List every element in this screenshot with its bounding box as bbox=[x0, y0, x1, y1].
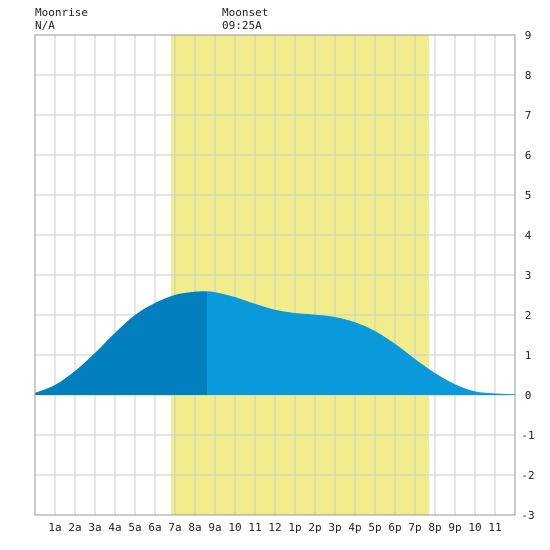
x-tick-label: 12 bbox=[268, 521, 281, 534]
x-tick-label: 4a bbox=[108, 521, 121, 534]
y-tick-label: -3 bbox=[521, 509, 534, 522]
y-tick-label: 9 bbox=[525, 29, 532, 42]
y-tick-label: 8 bbox=[525, 69, 532, 82]
x-tick-label: 6a bbox=[148, 521, 161, 534]
x-tick-label: 1a bbox=[48, 521, 61, 534]
x-tick-label: 5a bbox=[128, 521, 141, 534]
x-tick-label: 1p bbox=[288, 521, 301, 534]
x-tick-label: 3a bbox=[88, 521, 101, 534]
x-tick-label: 7p bbox=[408, 521, 421, 534]
x-tick-label: 9p bbox=[448, 521, 461, 534]
moonrise-value: N/A bbox=[35, 19, 55, 32]
y-tick-label: 5 bbox=[525, 189, 532, 202]
moonset-value: 09:25A bbox=[222, 19, 262, 32]
y-tick-label: 4 bbox=[525, 229, 532, 242]
y-tick-label: 2 bbox=[525, 309, 532, 322]
y-tick-label: 1 bbox=[525, 349, 532, 362]
y-tick-label: -2 bbox=[521, 469, 534, 482]
y-tick-label: 6 bbox=[525, 149, 532, 162]
x-tick-label: 5p bbox=[368, 521, 381, 534]
x-tick-label: 11 bbox=[248, 521, 261, 534]
y-tick-label: 3 bbox=[525, 269, 532, 282]
tide-area-dark-segment bbox=[35, 291, 207, 395]
y-tick-label: -1 bbox=[521, 429, 534, 442]
x-tick-label: 3p bbox=[328, 521, 341, 534]
x-tick-label: 7a bbox=[168, 521, 181, 534]
x-tick-label: 10 bbox=[228, 521, 241, 534]
x-tick-label: 11 bbox=[488, 521, 501, 534]
y-tick-label: 7 bbox=[525, 109, 532, 122]
x-tick-label: 9a bbox=[208, 521, 221, 534]
x-tick-label: 8a bbox=[188, 521, 201, 534]
x-tick-label: 6p bbox=[388, 521, 401, 534]
x-tick-label: 2p bbox=[308, 521, 321, 534]
x-tick-label: 10 bbox=[468, 521, 481, 534]
moonrise-label: Moonrise bbox=[35, 6, 88, 19]
x-tick-label: 4p bbox=[348, 521, 361, 534]
y-tick-label: 0 bbox=[525, 389, 532, 402]
plot-border bbox=[34, 34, 516, 516]
x-tick-label: 8p bbox=[428, 521, 441, 534]
x-tick-label: 2a bbox=[68, 521, 81, 534]
moonset-label: Moonset bbox=[222, 6, 269, 19]
